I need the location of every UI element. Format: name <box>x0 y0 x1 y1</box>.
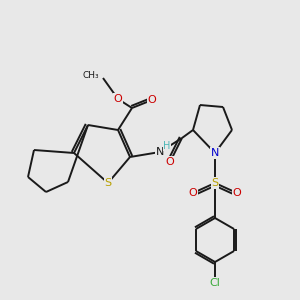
Text: S: S <box>212 178 219 188</box>
Text: O: O <box>114 94 122 104</box>
Text: Cl: Cl <box>210 278 220 288</box>
Text: O: O <box>166 157 174 167</box>
Text: O: O <box>232 188 242 198</box>
Text: CH₃: CH₃ <box>82 71 99 80</box>
Text: N: N <box>211 148 219 158</box>
Text: N: N <box>156 147 164 157</box>
Text: O: O <box>148 95 156 105</box>
Text: H: H <box>163 141 171 151</box>
Text: O: O <box>189 188 197 198</box>
Text: S: S <box>104 178 112 188</box>
